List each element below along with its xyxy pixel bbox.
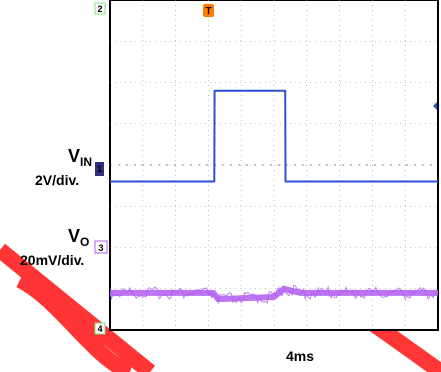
vin-scale: 2V/div. [35, 172, 79, 188]
vo-scale: 20mV/div. [20, 252, 84, 268]
channel-marker-1: 1 [95, 162, 104, 176]
channel-marker-2-label: 2 [97, 4, 102, 14]
trigger-marker: T [203, 4, 214, 17]
channel-marker-4-label: 4 [97, 324, 102, 334]
channel-marker-3: 3 [94, 240, 108, 254]
channel-marker-3-label: 3 [98, 243, 103, 253]
trace-vo-noise [109, 284, 439, 305]
right-edge-marker [433, 102, 437, 110]
channel-marker-2: 2 [94, 2, 106, 15]
trigger-marker-label: T [205, 6, 211, 17]
traces [109, 89, 439, 305]
vo-label: VO [68, 226, 89, 249]
channel-marker-4: 4 [94, 322, 106, 335]
trace-vin [110, 89, 438, 183]
grid [110, 0, 438, 330]
vin-label: VIN [68, 146, 92, 169]
x-axis-label: 4ms [286, 348, 314, 364]
svg-text:1: 1 [97, 164, 102, 174]
